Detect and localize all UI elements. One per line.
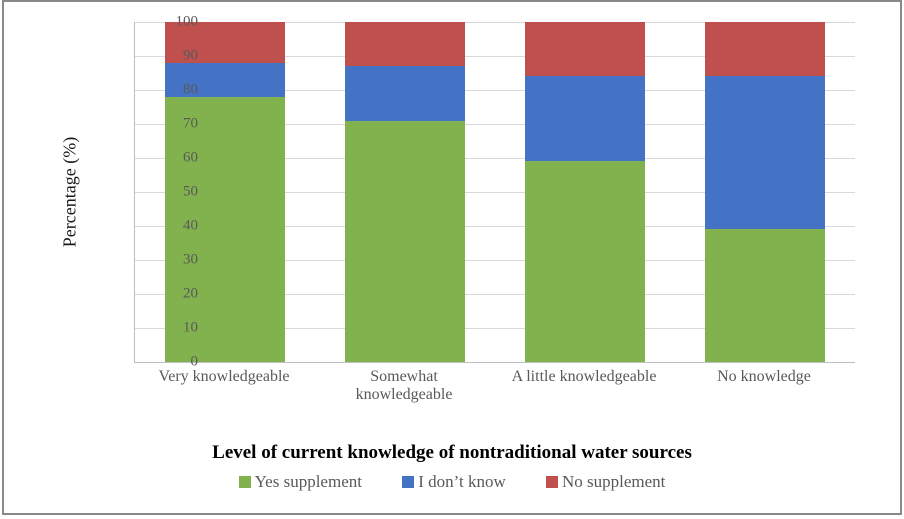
legend-label-no: No supplement (562, 472, 665, 491)
legend-item-idk: I don’t know (402, 472, 506, 492)
bar-segment (525, 161, 646, 362)
y-tick-label: 100 (158, 14, 198, 31)
y-tick-label: 90 (158, 48, 198, 65)
y-tick-label: 30 (158, 252, 198, 269)
y-axis-title: Percentage (%) (60, 137, 81, 247)
category-label: No knowledge (684, 368, 844, 386)
bar-segment (705, 22, 826, 76)
bar-segment (345, 121, 466, 362)
bar-group (345, 22, 466, 362)
bar-segment (345, 66, 466, 120)
plot-area (134, 22, 855, 363)
bar-group (705, 22, 826, 362)
bar-segment (705, 229, 826, 362)
chart-area: Percentage (%) 0102030405060708090100Ver… (84, 22, 874, 402)
legend-item-yes: Yes supplement (239, 472, 362, 492)
bar-segment (525, 22, 646, 76)
legend-label-idk: I don’t know (418, 472, 506, 491)
bar-group (525, 22, 646, 362)
legend: Yes supplement I don’t know No supplemen… (4, 472, 900, 492)
x-axis-title: Level of current knowledge of nontraditi… (4, 442, 900, 464)
y-tick-label: 20 (158, 286, 198, 303)
y-tick-label: 80 (158, 82, 198, 99)
bar-segment (345, 22, 466, 66)
bar-segment (525, 76, 646, 161)
y-tick-label: 60 (158, 150, 198, 167)
category-label: A little knowledgeable (504, 368, 664, 386)
y-tick-label: 50 (158, 184, 198, 201)
legend-swatch-yes (239, 476, 251, 488)
y-tick-label: 70 (158, 116, 198, 133)
category-label: Very knowledgeable (144, 368, 304, 386)
legend-item-no: No supplement (546, 472, 665, 492)
legend-label-yes: Yes supplement (255, 472, 362, 491)
y-tick-label: 40 (158, 218, 198, 235)
legend-swatch-no (546, 476, 558, 488)
legend-swatch-idk (402, 476, 414, 488)
category-label: Somewhat knowledgeable (324, 368, 484, 404)
y-tick-label: 10 (158, 320, 198, 337)
bar-segment (705, 76, 826, 229)
chart-frame: Percentage (%) 0102030405060708090100Ver… (2, 0, 902, 515)
